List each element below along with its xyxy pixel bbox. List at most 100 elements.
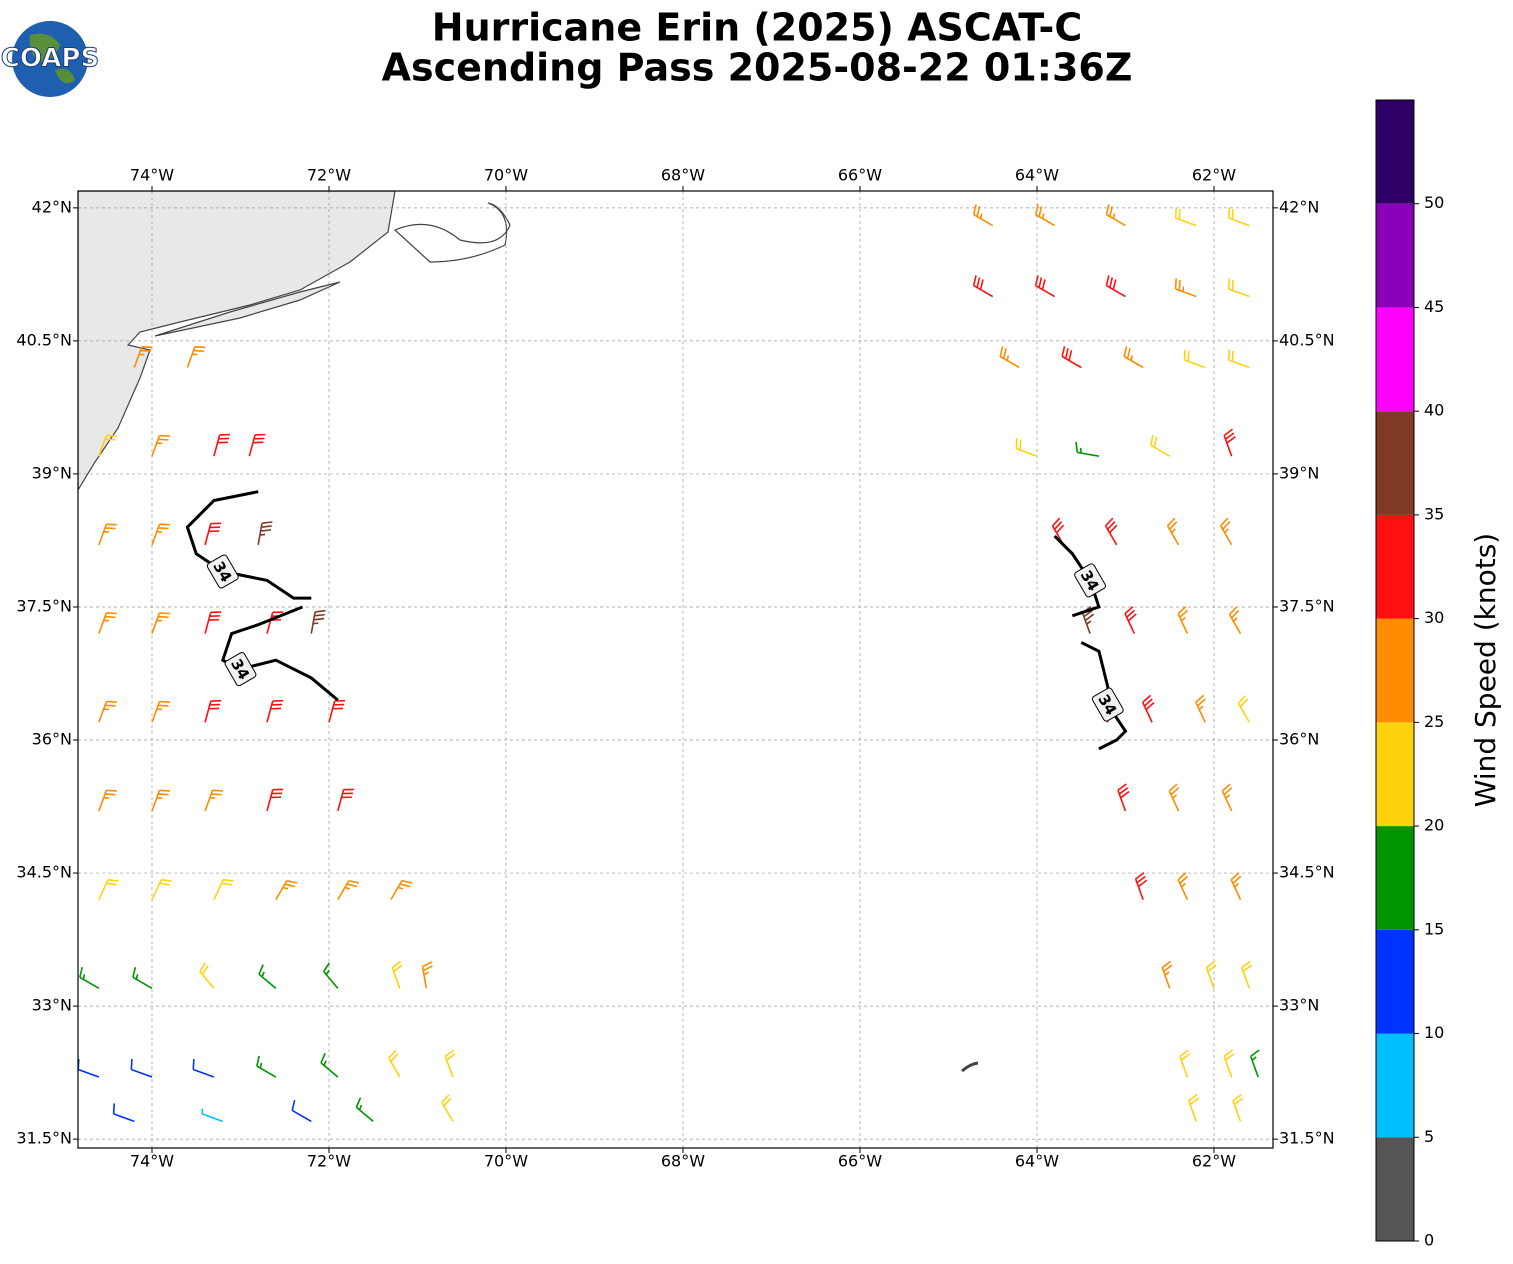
wind-barb <box>328 699 346 723</box>
colorbar-frame <box>1375 99 1415 1242</box>
wind-barb <box>201 1108 224 1123</box>
colorbar-segment <box>1376 411 1414 515</box>
colorbar-tick-label: 15 <box>1424 919 1444 938</box>
wind-barb <box>323 962 339 989</box>
x-tick-label: 74°W <box>130 166 174 185</box>
colorbar-label: Wind Speed (knots) <box>1469 533 1502 807</box>
colorbar-tick-label: 10 <box>1424 1023 1444 1042</box>
wind-barb <box>1075 441 1100 457</box>
y-tick-label: 37.5°N <box>1279 596 1335 615</box>
wind-barb <box>1105 275 1126 298</box>
contour-label-box <box>1074 563 1107 598</box>
wind-barb <box>320 1053 339 1078</box>
wind-barb <box>1141 694 1155 723</box>
wind-barb <box>972 275 994 298</box>
wind-barb <box>1166 517 1180 546</box>
wind-barb <box>421 961 433 989</box>
contour-label-box <box>224 652 257 687</box>
map-layer: 34 34 34 34 <box>77 191 1273 1148</box>
wind-barb <box>310 609 326 634</box>
wind-barb <box>258 964 277 989</box>
y-tick-label: 31.5°N <box>1279 1129 1335 1148</box>
colorbar-segment <box>1376 100 1414 204</box>
y-tick-label: 34.5°N <box>1279 863 1335 882</box>
wind-barb <box>266 611 284 634</box>
wind-barb <box>98 434 117 457</box>
wind-barb <box>266 788 284 812</box>
contour-label: 34 <box>1091 687 1124 722</box>
wind-barb <box>266 699 284 723</box>
colorbar-segment <box>1376 1137 1414 1241</box>
contour-label: 34 <box>1074 563 1107 598</box>
cape-cod <box>393 202 511 263</box>
contour-label: 34 <box>206 554 239 589</box>
wind-barb <box>112 1103 135 1123</box>
colorbar-segment <box>1376 203 1414 308</box>
wind-barb <box>1232 1093 1244 1122</box>
wind-barb <box>1228 606 1242 634</box>
wind-barb <box>391 960 403 989</box>
x-tick-label: 66°W <box>838 166 882 185</box>
y-tick-label: 42°N <box>32 197 72 216</box>
wind-barb <box>151 612 170 634</box>
wind-barb <box>441 1094 454 1122</box>
wind-barb <box>1051 517 1065 546</box>
wind-barb <box>1061 346 1082 369</box>
y-tick-label: 40.5°N <box>16 330 72 349</box>
wind-barb <box>1205 960 1217 989</box>
y-tick-label: 33°N <box>1279 996 1319 1015</box>
wind-barb <box>390 879 413 901</box>
colorbar-segment <box>1376 514 1414 619</box>
wind-barb <box>1124 606 1137 634</box>
wind-barb <box>256 1055 277 1078</box>
wind-barb <box>204 699 222 723</box>
y-tick-label: 33°N <box>32 996 72 1015</box>
y-tick-label: 31.5°N <box>16 1129 72 1148</box>
colorbar-tick-label: 45 <box>1424 297 1444 316</box>
wind-barb <box>98 878 119 900</box>
wind-barb <box>151 789 170 812</box>
logo: COAPS <box>0 21 100 97</box>
x-tick-label: 62°W <box>1192 166 1236 185</box>
contour-line <box>185 490 312 600</box>
colorbar-tick-label: 0 <box>1424 1231 1434 1250</box>
y-tick-label: 39°N <box>1279 463 1319 482</box>
colorbar-segment <box>1376 618 1414 723</box>
colorbar-tick-label: 40 <box>1424 401 1444 420</box>
wind-barb <box>1249 1049 1260 1078</box>
colorbar-segment <box>1376 929 1414 1034</box>
y-tick-label: 36°N <box>1279 730 1319 749</box>
wind-barb <box>1223 428 1236 457</box>
long-island <box>154 281 341 337</box>
wind-barb <box>98 612 117 634</box>
wind-barb <box>133 346 153 368</box>
wind-barb <box>1117 783 1130 812</box>
map-frame <box>77 190 1274 1149</box>
wind-barb <box>1034 204 1056 227</box>
logo-text: COAPS <box>1 44 99 74</box>
wind-barb <box>1237 695 1251 723</box>
wind-barb <box>98 523 117 546</box>
wind-barb <box>192 1059 215 1078</box>
y-tick-label: 34.5°N <box>16 863 72 882</box>
wind-barb <box>151 878 172 900</box>
wind-barb <box>204 611 222 634</box>
y-tick-label: 39°N <box>32 463 72 482</box>
logo-land <box>29 33 75 84</box>
x-tick-label: 66°W <box>838 1152 882 1171</box>
colorbar-segment <box>1376 826 1414 930</box>
wind-barb <box>275 879 298 901</box>
wind-barb <box>199 962 215 989</box>
wind-barb <box>355 1097 374 1123</box>
x-tick-label: 74°W <box>130 1152 174 1171</box>
colorbar-tick-label: 5 <box>1424 1127 1434 1146</box>
colorbar-tick-label: 50 <box>1424 193 1444 212</box>
wind-barb <box>1104 517 1118 546</box>
wind-barb <box>213 433 231 457</box>
colorbar-tick-label: 35 <box>1424 504 1444 523</box>
colorbar-tick-label: 25 <box>1424 712 1444 731</box>
wind-barb <box>1015 438 1038 457</box>
x-tick-label: 70°W <box>484 166 528 185</box>
